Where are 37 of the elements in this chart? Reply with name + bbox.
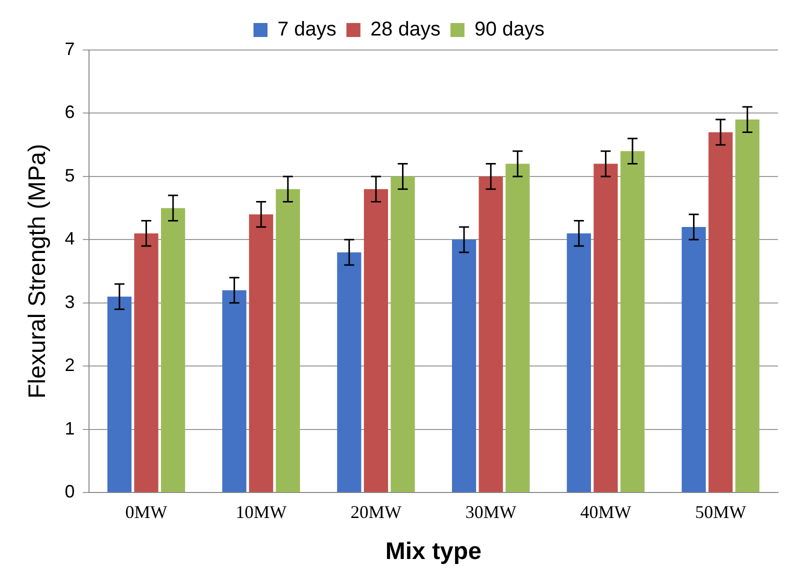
bar xyxy=(735,120,760,492)
y-tick-label: 1 xyxy=(64,418,75,438)
legend-label: 7 days xyxy=(277,18,336,41)
bar xyxy=(708,132,733,492)
y-tick-label: 4 xyxy=(64,228,75,249)
bar xyxy=(390,176,415,492)
bar xyxy=(506,164,530,492)
y-tick-label: 7 xyxy=(64,38,75,59)
bar xyxy=(594,164,618,492)
y-tick-label: 2 xyxy=(64,355,75,376)
x-tick-label: 40MW xyxy=(580,502,632,522)
legend-label: 90 days xyxy=(474,18,545,41)
y-axis-title: Flexural Strength (MPa) xyxy=(24,144,52,399)
y-tick-label: 0 xyxy=(64,482,75,502)
bar xyxy=(160,208,186,492)
bar xyxy=(107,296,132,492)
bar xyxy=(249,214,274,492)
x-tick-label: 10MW xyxy=(236,502,287,522)
bar xyxy=(682,227,706,492)
bar xyxy=(566,233,591,492)
bar xyxy=(452,240,476,492)
bar xyxy=(276,189,300,492)
bar xyxy=(478,176,503,492)
x-axis-title: Mix type xyxy=(385,538,482,566)
legend-label: 28 days xyxy=(370,18,440,41)
y-tick-label: 6 xyxy=(64,102,75,122)
x-tick-label: 30MW xyxy=(465,502,516,522)
y-tick-label: 3 xyxy=(64,292,75,312)
bar xyxy=(620,151,645,492)
bar xyxy=(222,290,246,492)
bar xyxy=(134,233,158,492)
bar xyxy=(337,252,362,492)
y-tick-label: 5 xyxy=(64,165,75,186)
x-tick-label: 20MW xyxy=(350,502,402,522)
x-tick-label: 50MW xyxy=(695,502,746,522)
x-tick-label: 0MW xyxy=(125,502,168,522)
bar xyxy=(364,189,388,492)
